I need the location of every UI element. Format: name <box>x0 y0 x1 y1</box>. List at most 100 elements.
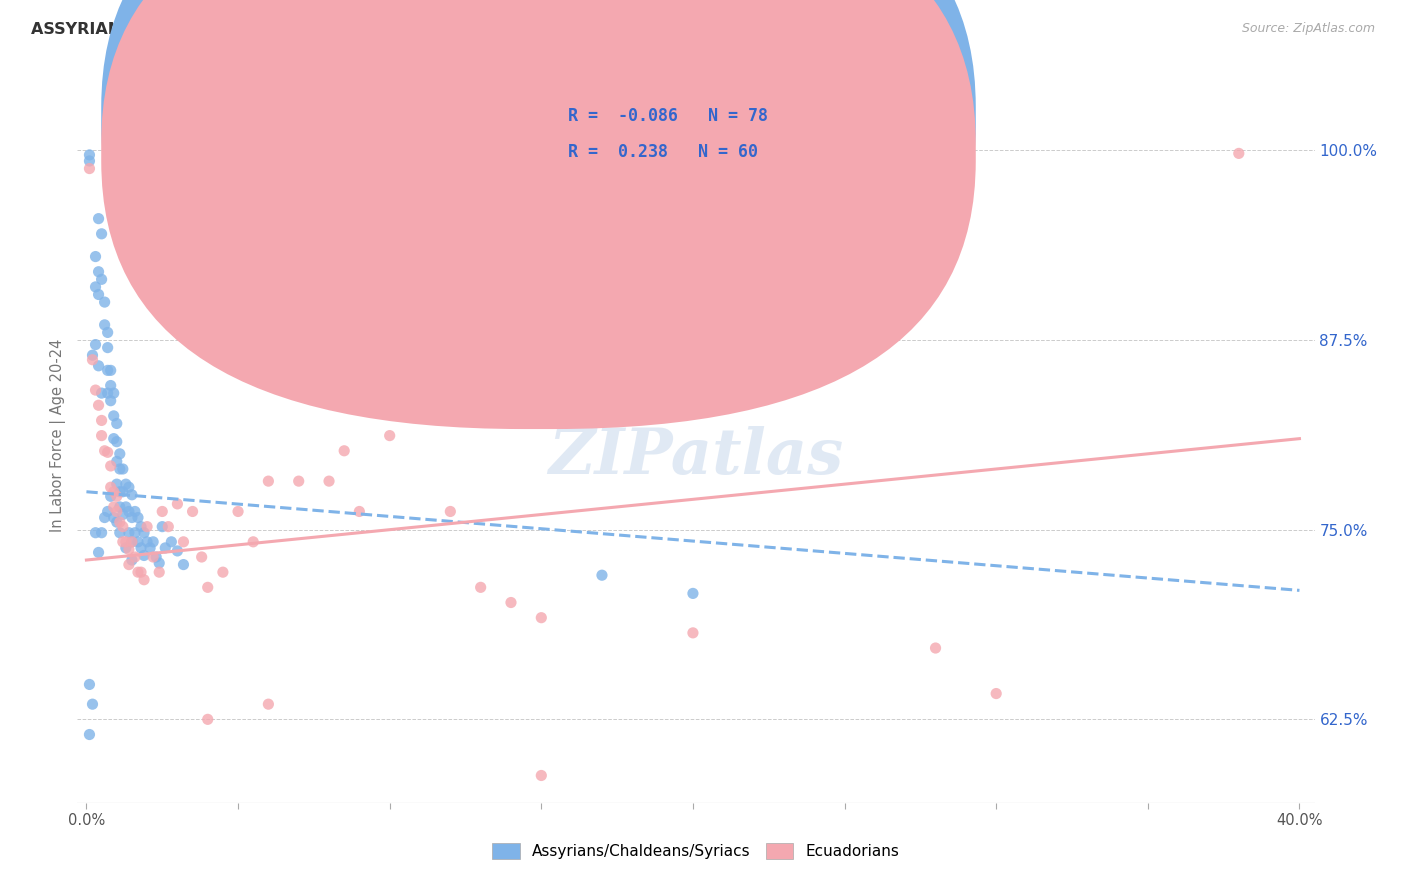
Point <box>105 504 128 518</box>
Point <box>349 504 371 518</box>
Point <box>93 295 115 310</box>
Point <box>84 337 107 351</box>
Point <box>148 556 170 570</box>
Point <box>115 534 138 549</box>
Point <box>287 474 309 488</box>
Point <box>84 280 107 294</box>
Point <box>105 434 128 449</box>
Y-axis label: In Labor Force | Age 20-24: In Labor Force | Age 20-24 <box>51 338 66 532</box>
Point <box>100 378 122 392</box>
Point <box>591 568 613 582</box>
Point <box>100 393 122 408</box>
Point <box>157 519 180 533</box>
Point <box>79 161 101 176</box>
Point <box>79 677 101 691</box>
Point <box>142 534 165 549</box>
Point <box>97 504 120 518</box>
Point <box>530 768 553 782</box>
Point <box>118 504 141 518</box>
Point <box>127 534 149 549</box>
Point <box>103 484 125 499</box>
Point <box>150 519 173 533</box>
Point <box>242 534 264 549</box>
Point <box>129 565 152 579</box>
Point <box>257 697 280 711</box>
Point <box>150 504 173 518</box>
Point <box>103 510 125 524</box>
Point <box>105 417 128 431</box>
Text: R =  -0.086   N = 78: R = -0.086 N = 78 <box>568 107 768 125</box>
Point <box>409 337 432 351</box>
Point <box>82 697 104 711</box>
Point <box>111 462 134 476</box>
Point <box>257 474 280 488</box>
Point <box>121 488 143 502</box>
Point <box>90 227 112 241</box>
Point <box>84 525 107 540</box>
Point <box>127 510 149 524</box>
Point <box>79 148 101 162</box>
Point <box>160 534 183 549</box>
Point <box>108 525 131 540</box>
Point <box>166 497 188 511</box>
Point <box>115 541 138 555</box>
Point <box>197 712 219 726</box>
Point <box>145 549 167 564</box>
Point <box>87 359 110 373</box>
Point <box>121 534 143 549</box>
Point <box>100 480 122 494</box>
Point <box>93 510 115 524</box>
Point <box>439 504 461 518</box>
Point <box>124 549 146 564</box>
Point <box>111 484 134 499</box>
Point <box>139 541 162 555</box>
Point <box>108 484 131 499</box>
Point <box>79 727 101 741</box>
Point <box>93 318 115 332</box>
Point <box>105 454 128 468</box>
Point <box>97 326 120 340</box>
Point <box>90 525 112 540</box>
Point <box>97 341 120 355</box>
Point <box>530 610 553 624</box>
Point <box>111 519 134 533</box>
Point <box>273 359 295 373</box>
Point <box>470 580 492 594</box>
Text: ASSYRIAN/CHALDEAN/SYRIAC VS ECUADORIAN IN LABOR FORCE | AGE 20-24 CORRELATION CH: ASSYRIAN/CHALDEAN/SYRIAC VS ECUADORIAN I… <box>31 22 914 38</box>
Point <box>82 352 104 367</box>
Point <box>84 383 107 397</box>
Text: R =  0.238   N = 60: R = 0.238 N = 60 <box>568 143 758 161</box>
Point <box>90 428 112 442</box>
Point <box>108 500 131 514</box>
Point <box>97 445 120 459</box>
Point <box>103 386 125 401</box>
Point <box>924 640 946 655</box>
Point <box>127 565 149 579</box>
Point <box>108 447 131 461</box>
Point <box>148 565 170 579</box>
Point <box>132 573 155 587</box>
Point <box>90 413 112 427</box>
Point <box>87 265 110 279</box>
Point <box>129 519 152 533</box>
Point <box>118 542 141 557</box>
Point <box>79 153 101 168</box>
Point <box>124 504 146 518</box>
Point <box>226 504 249 518</box>
Point <box>115 477 138 491</box>
Point <box>100 458 122 473</box>
Point <box>682 625 704 640</box>
Point <box>118 525 141 540</box>
Point <box>333 443 356 458</box>
Point <box>90 272 112 286</box>
Point <box>82 348 104 362</box>
Point <box>103 432 125 446</box>
Point <box>100 363 122 377</box>
Point <box>97 386 120 401</box>
Point <box>105 477 128 491</box>
Point <box>190 549 212 564</box>
Point <box>105 515 128 529</box>
Point <box>172 558 194 572</box>
Point <box>132 549 155 563</box>
Point <box>181 504 204 518</box>
